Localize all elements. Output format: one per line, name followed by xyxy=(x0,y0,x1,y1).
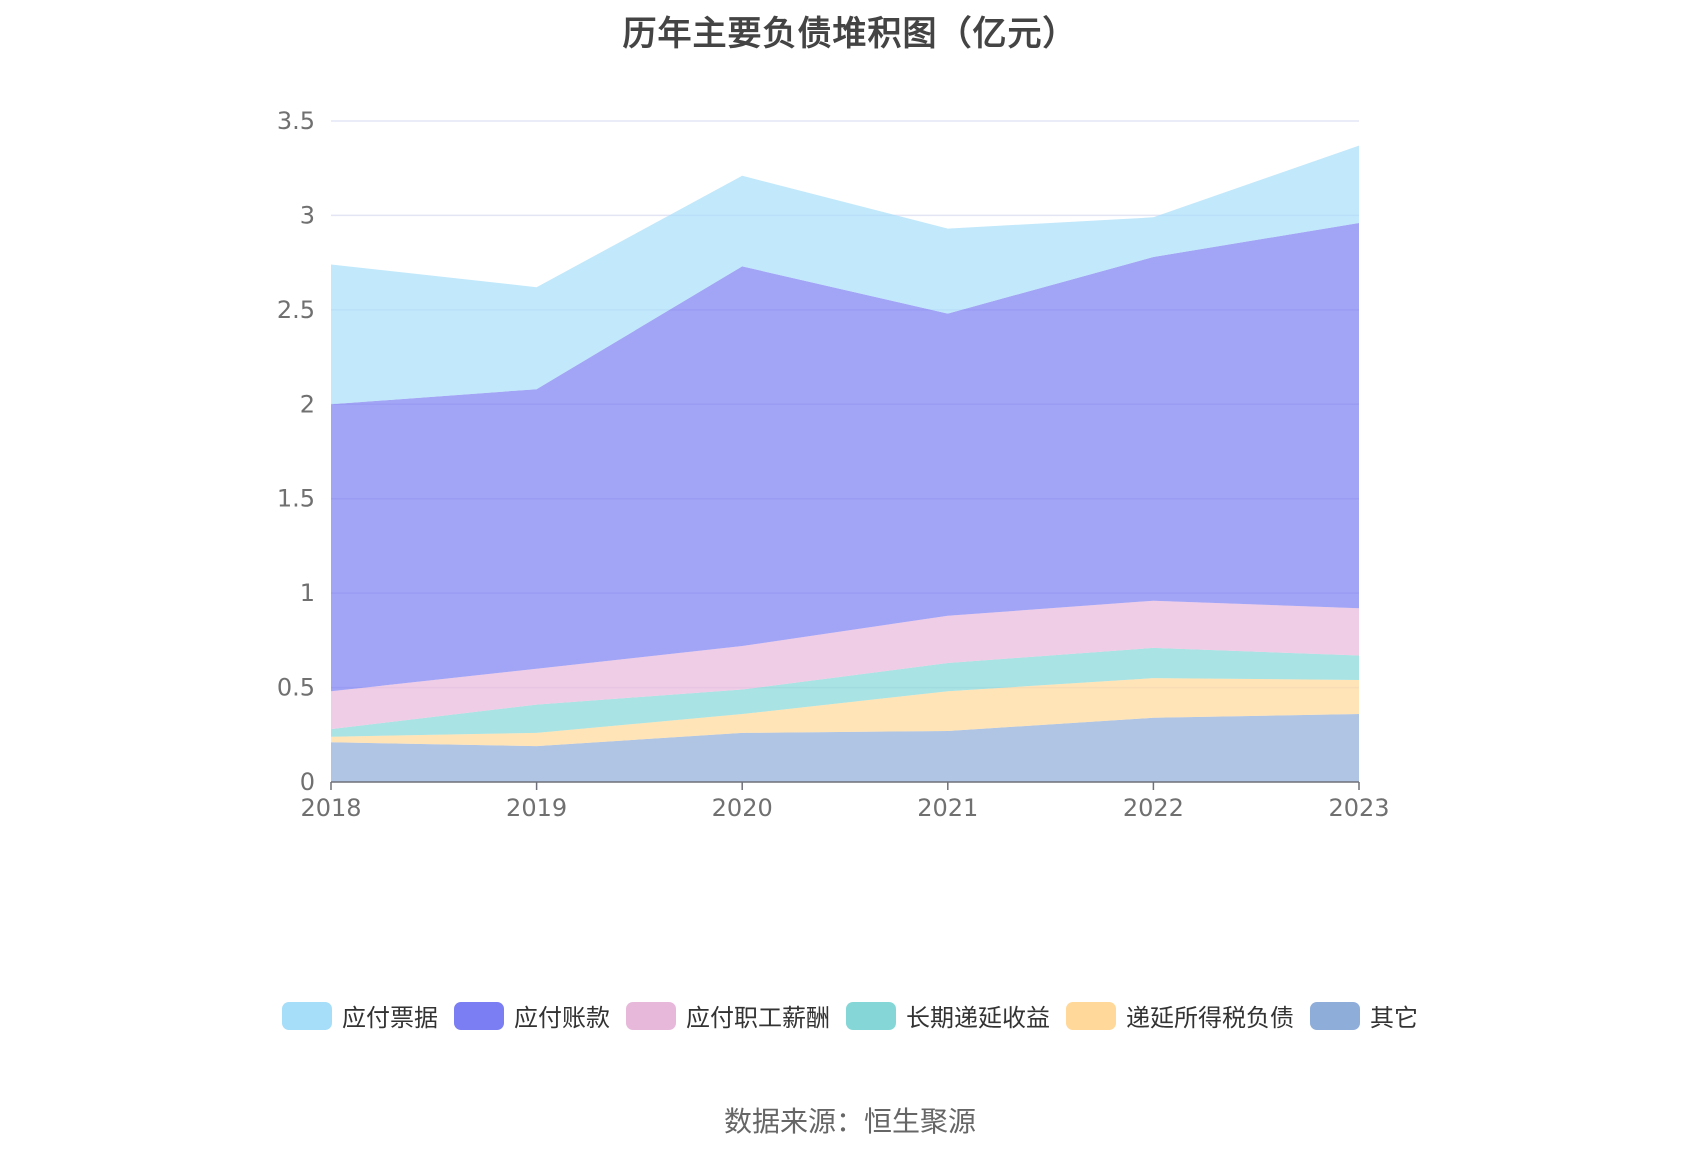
legend-swatch xyxy=(282,1001,332,1030)
legend-item[interactable]: 应付账款 xyxy=(454,998,610,1033)
data-source-note: 数据来源：恒生聚源 xyxy=(723,1105,976,1138)
y-tick-label: 2.5 xyxy=(277,296,315,324)
y-tick-label: 3.5 xyxy=(277,107,315,135)
y-tick-label: 0.5 xyxy=(277,674,315,702)
x-tick-label: 2022 xyxy=(1123,794,1184,822)
legend-label: 应付账款 xyxy=(514,1004,610,1032)
legend-swatch xyxy=(846,1001,896,1030)
legend-label: 递延所得税负债 xyxy=(1126,1004,1294,1032)
legend-item[interactable]: 应付职工薪酬 xyxy=(626,998,830,1033)
y-tick-label: 2 xyxy=(300,390,315,418)
legend-swatch xyxy=(626,1001,676,1030)
area-series-3[interactable] xyxy=(331,600,1359,730)
x-tick-label: 2021 xyxy=(917,794,978,822)
legend-label: 长期递延收益 xyxy=(906,1004,1050,1032)
chart-legend: 应付票据 应付账款 应付职工薪酬 长期递延收益 递延所得税负债 其它 xyxy=(0,998,1700,1033)
area-series-5[interactable] xyxy=(331,145,1359,405)
x-tick-label: 2018 xyxy=(300,794,361,822)
legend-swatch xyxy=(1310,1001,1360,1030)
y-tick-label: 1.5 xyxy=(277,485,315,513)
legend-label: 应付职工薪酬 xyxy=(686,1004,830,1032)
y-tick-label: 1 xyxy=(300,579,315,607)
x-tick-label: 2023 xyxy=(1328,794,1389,822)
legend-label: 其它 xyxy=(1370,1004,1418,1032)
area-series-1[interactable] xyxy=(331,678,1359,747)
y-tick-label: 0 xyxy=(300,768,315,796)
chart-title: 历年主要负债堆积图（亿元） xyxy=(622,14,1078,54)
area-series-2[interactable] xyxy=(331,647,1359,737)
legend-item[interactable]: 应付票据 xyxy=(282,998,438,1033)
y-tick-label: 3 xyxy=(300,201,315,229)
legend-label: 应付票据 xyxy=(342,1004,438,1032)
area-series-4[interactable] xyxy=(331,223,1359,692)
legend-item[interactable]: 长期递延收益 xyxy=(846,998,1050,1033)
x-tick-label: 2019 xyxy=(506,794,567,822)
legend-swatch xyxy=(454,1001,504,1030)
legend-item[interactable]: 递延所得税负债 xyxy=(1066,998,1294,1033)
area-series-0[interactable] xyxy=(331,714,1359,782)
legend-swatch xyxy=(1066,1001,1116,1030)
legend-item[interactable]: 其它 xyxy=(1310,998,1418,1033)
x-tick-label: 2020 xyxy=(712,794,773,822)
chart-plot-area: 2018 2019 2020 2021 2022 2023 0 0.5 1 1.5 2 2.5 3 3.5 xyxy=(277,107,1390,822)
